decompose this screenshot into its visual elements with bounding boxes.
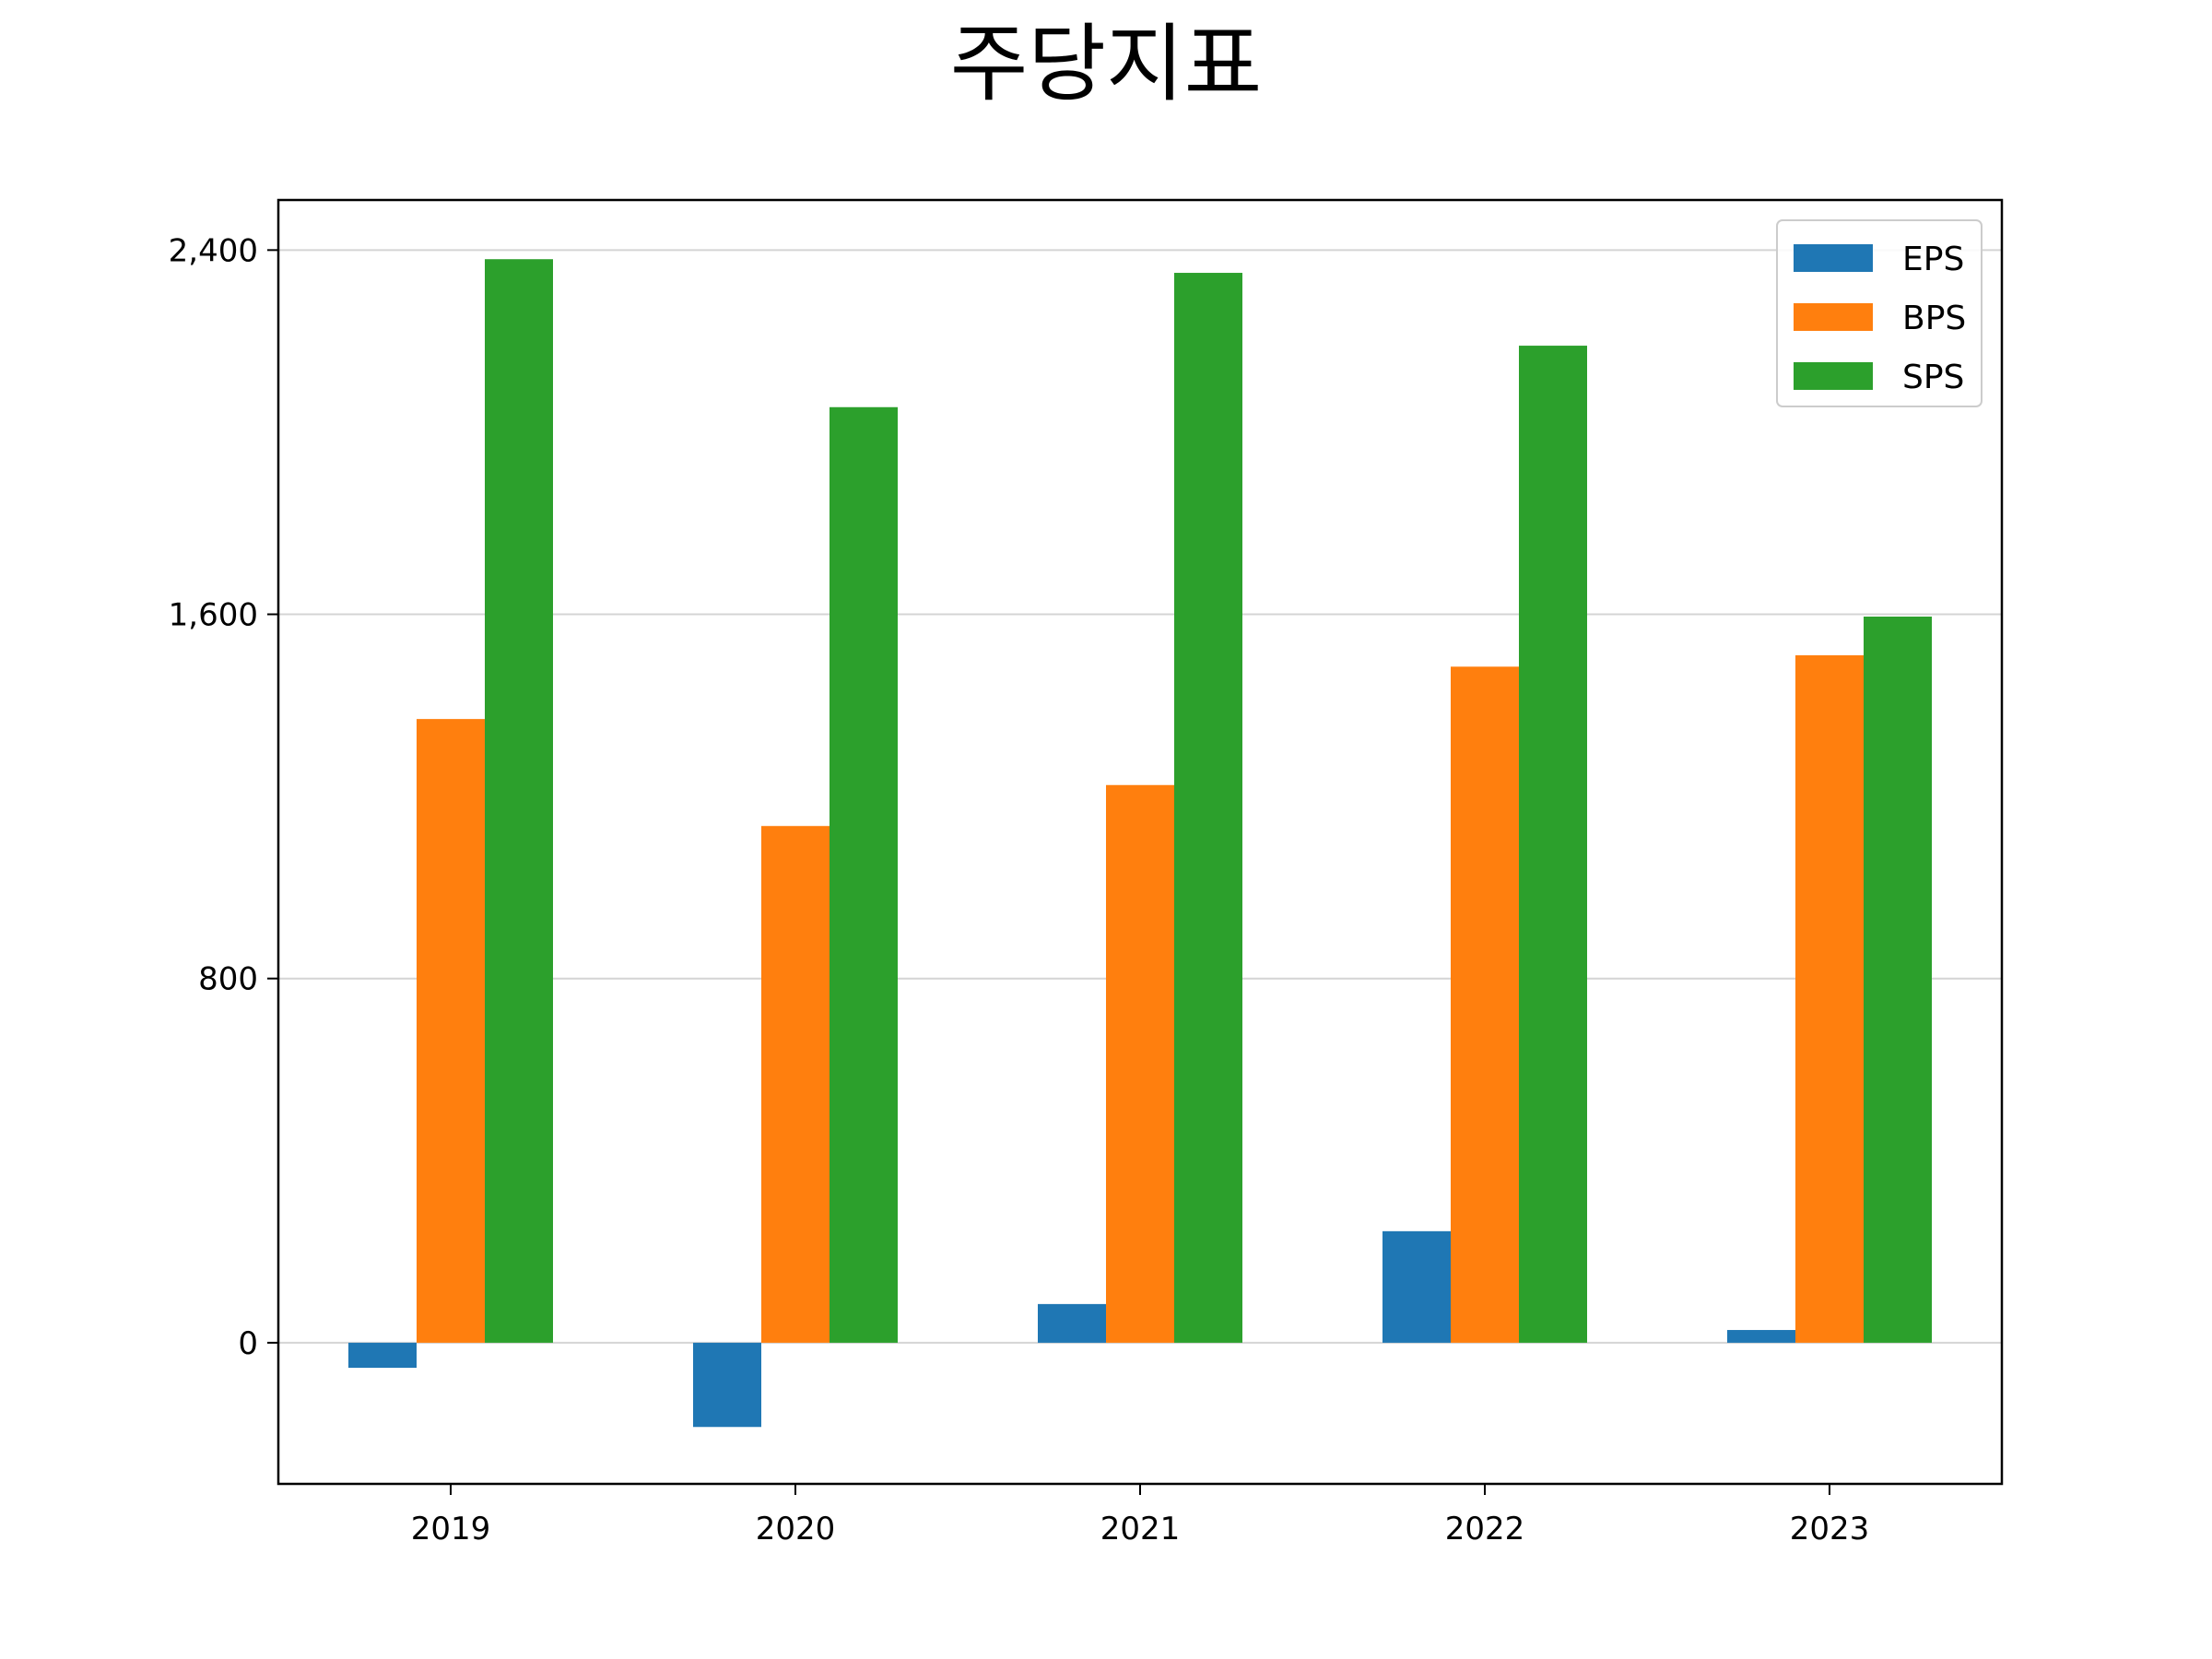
legend-label-bps: BPS [1902, 300, 1966, 337]
y-tick-label: 800 [198, 961, 258, 998]
bar-eps-2019 [348, 1342, 417, 1369]
x-tick-label: 2022 [1445, 1511, 1525, 1547]
bar-sps-2023 [1864, 616, 1932, 1343]
bar-sps-2021 [1174, 273, 1242, 1343]
bar-bps-2019 [417, 719, 485, 1343]
chart-title: 주당지표 [949, 15, 1263, 113]
bar-bps-2020 [761, 826, 830, 1343]
y-tick-label: 0 [238, 1325, 258, 1362]
legend-label-eps: EPS [1902, 241, 1964, 278]
bar-bps-2021 [1106, 784, 1174, 1343]
x-tick-label: 2023 [1790, 1511, 1870, 1547]
bar-bps-2023 [1795, 654, 1864, 1343]
bar-sps-2019 [485, 259, 553, 1343]
y-tick-label: 2,400 [169, 232, 258, 269]
legend-swatch-sps [1794, 362, 1873, 390]
bar-sps-2020 [830, 406, 898, 1343]
bar-sps-2022 [1519, 346, 1587, 1343]
bar-eps-2020 [693, 1342, 761, 1428]
bar-eps-2023 [1727, 1330, 1795, 1343]
x-tick-label: 2020 [756, 1511, 836, 1547]
x-tick-label: 2019 [411, 1511, 491, 1547]
bar-eps-2022 [1382, 1230, 1451, 1343]
legend-swatch-bps [1794, 303, 1873, 331]
x-tick-label: 2021 [1100, 1511, 1181, 1547]
bar-bps-2022 [1451, 666, 1519, 1343]
bar-eps-2021 [1038, 1303, 1106, 1343]
legend-label-sps: SPS [1902, 359, 1964, 396]
y-tick-label: 1,600 [169, 597, 258, 634]
legend-swatch-eps [1794, 244, 1873, 272]
